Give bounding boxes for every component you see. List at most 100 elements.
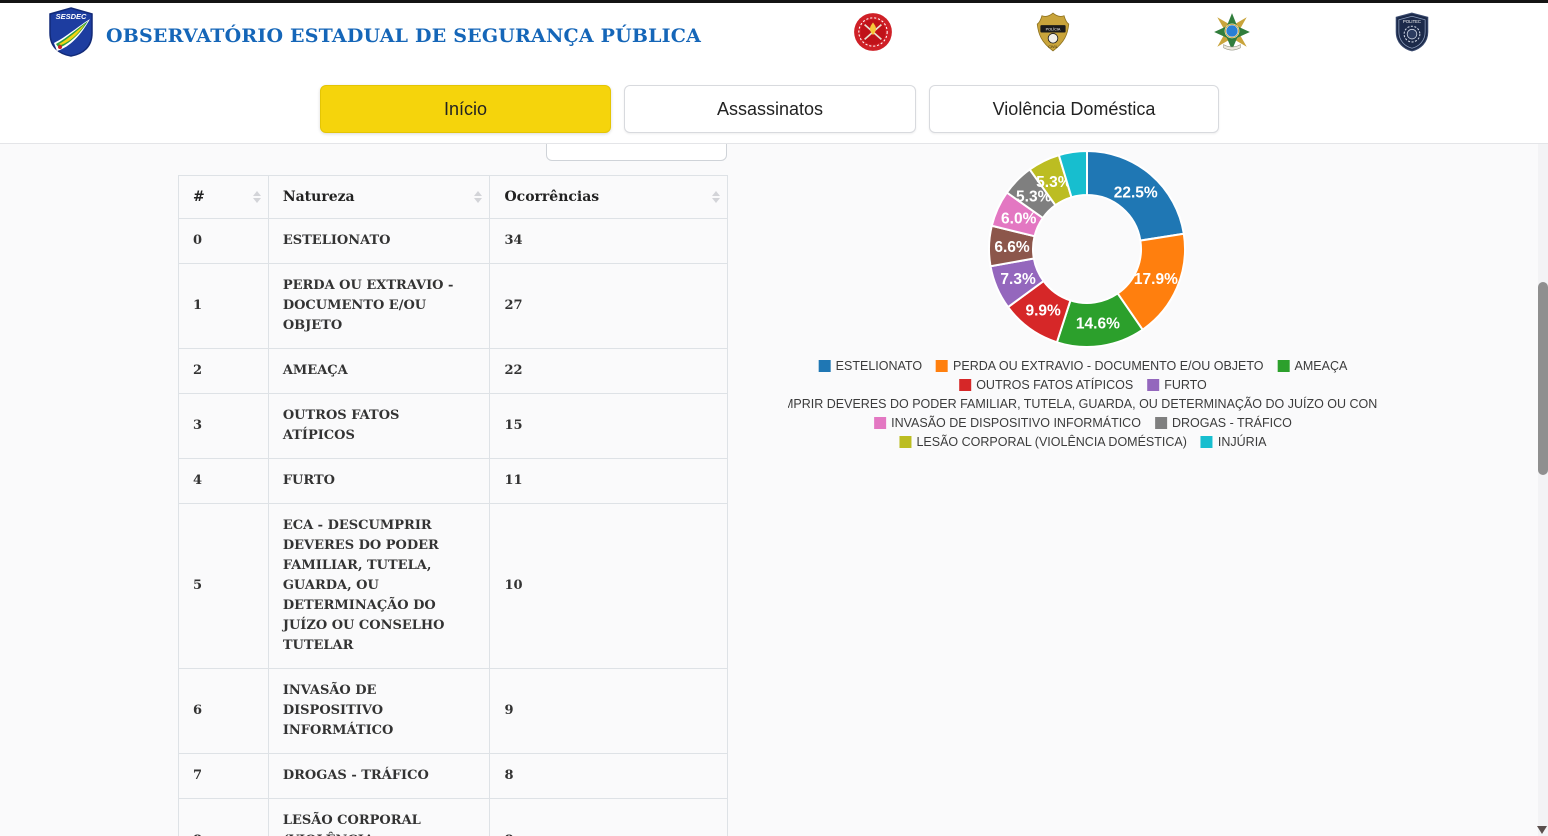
legend-label: INJÚRIA <box>1217 434 1267 449</box>
scrollbar-thumb[interactable] <box>1538 282 1548 475</box>
natureza-cell: DROGAS - TRÁFICO <box>267 753 491 799</box>
brand: SESDEC OBSERVATÓRIO ESTADUAL DE SEGURANÇ… <box>48 7 701 57</box>
legend-row: OUTROS FATOS ATÍPICOS FURTO <box>788 375 1378 394</box>
table-row: 4 FURTO 11 <box>178 458 728 504</box>
sesdec-logo-icon: SESDEC <box>49 7 93 57</box>
column-header-ocorrencias[interactable]: Ocorrências <box>489 175 728 219</box>
ocorrencias-cell: 34 <box>489 218 728 264</box>
legend-label: PERDA OU EXTRAVIO - DOCUMENTO E/OU OBJET… <box>953 358 1264 373</box>
row-index-cell: 3 <box>178 393 269 459</box>
slice-percent-label: 17.9% <box>1134 271 1178 288</box>
ocorrencias-cell: 9 <box>489 668 728 754</box>
natureza-cell: FURTO <box>267 458 491 504</box>
ocorrencias-cell: 15 <box>489 393 728 459</box>
slice-percent-label: 6.6% <box>994 239 1030 256</box>
legend-item[interactable]: FURTO <box>1147 378 1207 392</box>
legend-item[interactable]: OUTROS FATOS ATÍPICOS <box>959 378 1133 392</box>
legend-row: INVASÃO DE DISPOSITIVO INFORMÁTICO DROGAS… <box>788 413 1378 432</box>
legend-swatch-icon <box>899 435 912 448</box>
table-row: 1 PERDA OU EXTRAVIO - DOCUMENTO E/OU OBJE… <box>178 263 728 349</box>
legend-item[interactable]: LESÃO CORPORAL (VIOLÊNCIA DOMÉSTICA) <box>899 435 1187 449</box>
table-row: 7 DROGAS - TRÁFICO 8 <box>178 753 728 799</box>
legend-item[interactable]: DROGAS - TRÁFICO <box>1154 415 1292 430</box>
legend-swatch-icon <box>818 359 831 372</box>
legend-row: ECA - DESCUMPRIR DEVERES DO PODER FAMILI… <box>788 394 1378 413</box>
legend-item[interactable]: INVASÃO DE DISPOSITIVO INFORMÁTICO <box>874 416 1141 430</box>
table-row: 6 INVASÃO DE DISPOSITIVO INFORMÁTICO 9 <box>178 668 728 754</box>
civil-police-badge-icon: POLÍCIA CIVIL <box>1036 12 1070 52</box>
slice-percent-label: 22.5% <box>1114 184 1158 201</box>
slice-percent-label: 14.6% <box>1076 316 1120 333</box>
svg-text:POLÍCIA: POLÍCIA <box>1046 28 1061 32</box>
legend-label: AMEAÇA <box>1294 358 1348 373</box>
table-row: 3 OUTROS FATOS ATÍPICOS 15 <box>178 393 728 459</box>
row-index-cell: 7 <box>178 753 269 799</box>
natureza-cell: LESÃO CORPORAL (VIOLÊNCIA DOMÉSTICA) <box>267 798 491 836</box>
fire-department-badge-icon <box>854 13 892 51</box>
legend-swatch-icon <box>1154 416 1167 429</box>
legend-label: INVASÃO DE DISPOSITIVO INFORMÁTICO <box>891 415 1141 430</box>
row-index-cell: 1 <box>178 263 269 349</box>
row-index-cell: 4 <box>178 458 269 504</box>
natureza-cell: INVASÃO DE DISPOSITIVO INFORMÁTICO <box>267 668 491 754</box>
natureza-cell: AMEAÇA <box>267 348 491 394</box>
ocorrencias-cell: 27 <box>489 263 728 349</box>
table-row: 2 AMEAÇA 22 <box>178 348 728 394</box>
table-row: 0 ESTELIONATO 34 <box>178 218 728 264</box>
legend-swatch-icon <box>1277 359 1290 372</box>
row-index-cell: 6 <box>178 668 269 754</box>
legend-swatch-icon <box>1200 435 1213 448</box>
legend-item[interactable]: PERDA OU EXTRAVIO - DOCUMENTO E/OU OBJET… <box>936 358 1264 373</box>
legend-label: OUTROS FATOS ATÍPICOS <box>976 377 1134 392</box>
sort-icon <box>712 191 720 203</box>
row-index-cell: 8 <box>178 798 269 836</box>
donut-chart: 22.5% 17.9% 14.6% 9.9% 7.3% 6.6% 6.0% 5.3%5.3% <box>988 149 1186 348</box>
table-row: 5 ECA - DESCUMPRIR DEVERES DO PODER FAMIL… <box>178 503 728 669</box>
natureza-cell: ESTELIONATO <box>267 218 491 264</box>
tab-assassinatos[interactable]: Assassinatos <box>624 85 916 133</box>
scrollbar-down-arrow-icon[interactable] <box>1537 826 1547 834</box>
svg-text:SESDEC: SESDEC <box>56 12 87 21</box>
svg-text:POLITEC: POLITEC <box>1403 19 1421 24</box>
row-index-cell: 0 <box>178 218 269 264</box>
slice-percent-label: 6.0% <box>1001 210 1037 227</box>
ocorrencias-cell: 8 <box>489 798 728 836</box>
donut-slice-9[interactable] <box>1057 149 1088 199</box>
natureza-cell: OUTROS FATOS ATÍPICOS <box>267 393 491 459</box>
legend-item[interactable]: ESTELIONATO <box>818 358 923 373</box>
ocorrencias-cell: 10 <box>489 503 728 669</box>
legend-item[interactable]: INJÚRIA <box>1200 434 1267 449</box>
column-header-index[interactable]: # <box>178 175 269 219</box>
table-header-row: # Natureza Ocorrências <box>178 175 728 219</box>
legend-label: DROGAS - TRÁFICO <box>1171 415 1292 430</box>
legend-label: ECA - DESCUMPRIR DEVERES DO PODER FAMILI… <box>788 396 1378 411</box>
tab-violencia-domestica[interactable]: Violência Doméstica <box>929 85 1219 133</box>
top-strip <box>0 0 1548 3</box>
page-title: OBSERVATÓRIO ESTADUAL DE SEGURANÇA PÚBLI… <box>106 25 702 47</box>
natureza-cell: PERDA OU EXTRAVIO - DOCUMENTO E/OU OBJET… <box>267 263 491 349</box>
occurrences-table: # Natureza Ocorrências 0 ESTELIONATO 34 1 PE… <box>178 175 728 836</box>
app-header: SESDEC OBSERVATÓRIO ESTADUAL DE SEGURANÇ… <box>0 0 1548 144</box>
scrollbar-track[interactable] <box>1538 143 1548 836</box>
tab-inicio[interactable]: Início <box>320 85 611 133</box>
legend-row: ESTELIONATO PERDA OU EXTRAVIO - DOCUMENTO… <box>788 356 1378 375</box>
legend-label: ESTELIONATO <box>835 358 923 373</box>
legend-swatch-icon <box>936 359 949 372</box>
military-police-badge-icon <box>1214 13 1250 51</box>
slice-percent-label: 9.9% <box>1025 302 1061 319</box>
natureza-cell: ECA - DESCUMPRIR DEVERES DO PODER FAMILI… <box>267 503 491 669</box>
legend-item[interactable]: ECA - DESCUMPRIR DEVERES DO PODER FAMILI… <box>788 397 1378 411</box>
ocorrencias-cell: 22 <box>489 348 728 394</box>
chart-legend: ESTELIONATO PERDA OU EXTRAVIO - DOCUMENTO… <box>788 356 1378 451</box>
legend-item[interactable]: AMEAÇA <box>1277 358 1348 373</box>
politec-badge-icon: POLITEC <box>1395 12 1429 52</box>
slice-percent-label: 5.3% <box>1036 174 1072 191</box>
slice-percent-label: 5.3% <box>1016 189 1052 206</box>
sort-icon <box>252 191 261 203</box>
row-index-cell: 5 <box>178 503 269 669</box>
column-header-natureza[interactable]: Natureza <box>267 175 491 219</box>
legend-label: FURTO <box>1164 377 1207 392</box>
sort-icon <box>474 191 483 203</box>
row-index-cell: 2 <box>178 348 269 394</box>
